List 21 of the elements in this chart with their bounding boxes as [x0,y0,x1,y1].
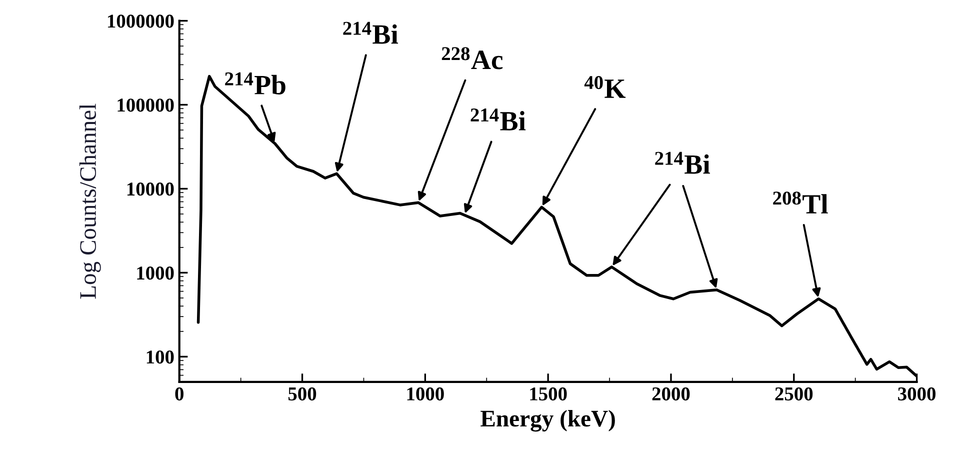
x-tick-label: 0 [175,387,184,400]
annotation: $^{208}$Tl [773,192,828,214]
annotation: $^{214}$Bi [343,22,398,44]
x-tick-label: 1000 [407,387,444,400]
y-tick-label: 10000 [127,182,174,196]
annotation: $^{214}$Pb [225,72,286,94]
annotation: $^{214}$Bi [655,152,710,174]
annotation: $^{40}$K [584,76,626,98]
x-tick-label: 1500 [530,387,567,400]
y-tick-label: 100 [146,350,174,364]
x-tick-label: 2500 [775,387,813,400]
y-tick-label: 1000 [137,266,174,280]
x-tick-label: 3000 [898,387,936,400]
y-tick-label: 100000 [118,98,174,112]
x-tick-label: 2000 [652,387,690,400]
y-axis-title: Log Counts/Channel [79,104,101,299]
x-axis-title: Energy (keV) [480,410,615,432]
y-tick-label: 1000000 [108,14,174,28]
annotation: $^{228}$Ac [442,47,503,70]
annotation: $^{214}$Bi [470,108,526,130]
x-tick-label: 500 [288,387,316,400]
